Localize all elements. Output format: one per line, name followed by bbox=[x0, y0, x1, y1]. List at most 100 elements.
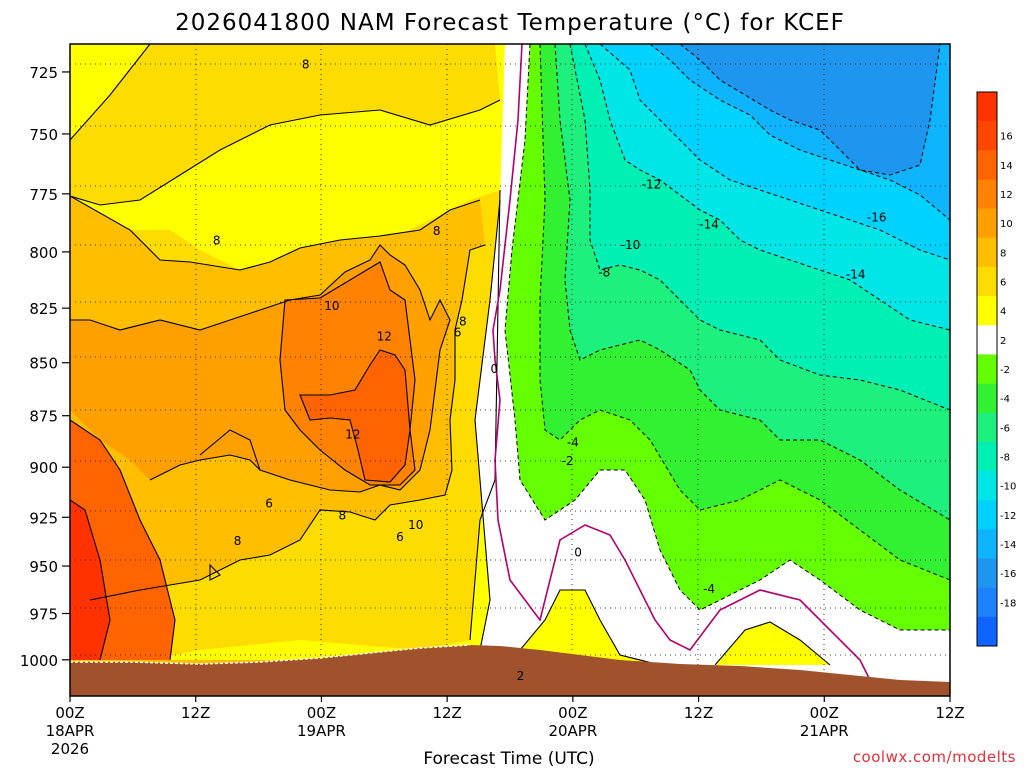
contour-label: -8 bbox=[598, 265, 610, 279]
colorbar-swatch bbox=[977, 500, 997, 530]
grid bbox=[70, 44, 950, 696]
colorbar-label: 6 bbox=[1000, 278, 1006, 289]
colorbar-label: -18 bbox=[1000, 598, 1016, 609]
colorbar-swatch bbox=[977, 121, 997, 151]
y-tick-label: 800 bbox=[29, 244, 58, 262]
contour-label: -4 bbox=[567, 436, 579, 450]
contour-label: 8 bbox=[339, 508, 347, 522]
colorbar-label: 4 bbox=[1000, 307, 1006, 318]
y-tick-label: 875 bbox=[29, 408, 58, 426]
band-low-yellow-2 bbox=[715, 622, 830, 665]
band-low-yellow-1 bbox=[520, 590, 660, 665]
x-tick-label: 00Z bbox=[55, 704, 84, 722]
band-near-zero bbox=[470, 44, 950, 696]
contour-label: 0 bbox=[490, 362, 498, 376]
colorbar-swatch bbox=[977, 325, 997, 355]
terrain-edge bbox=[70, 644, 471, 665]
x-tick-label: 00Z bbox=[307, 704, 336, 722]
colorbar-label: -16 bbox=[1000, 569, 1016, 580]
contour-label: -12 bbox=[642, 177, 662, 191]
y-tick-label: 775 bbox=[29, 186, 58, 204]
contour-label: -4 bbox=[703, 582, 715, 596]
contour-label: 8 bbox=[302, 57, 310, 71]
contour-label: 10 bbox=[408, 518, 423, 532]
colorbar-swatch bbox=[977, 471, 997, 501]
y-tick-label: 825 bbox=[29, 300, 58, 318]
contour-label: 8 bbox=[459, 314, 467, 328]
colorbar-frame bbox=[976, 91, 998, 647]
colorbar-label: 2 bbox=[1000, 336, 1006, 347]
y-tick-label: 750 bbox=[29, 126, 58, 144]
colorbar-label: -2 bbox=[1000, 365, 1010, 376]
contour-label: 6 bbox=[396, 530, 404, 544]
colorbar-swatch bbox=[977, 441, 997, 472]
colorbar-swatch bbox=[977, 208, 997, 239]
x-tick-label: 12Z bbox=[432, 704, 461, 722]
contour-label: 6 bbox=[265, 496, 273, 510]
x-tick-label: 12Z bbox=[181, 704, 210, 722]
contour-label: 8 bbox=[213, 233, 221, 247]
colorbar-label: 8 bbox=[1000, 248, 1006, 259]
y-tick-label: 900 bbox=[29, 459, 58, 477]
colorbar-swatch bbox=[977, 558, 997, 588]
contour-labels: 88810121286068106820-2-4-12-14-10-8-16-1… bbox=[213, 57, 887, 683]
y-tick-label: 975 bbox=[29, 606, 58, 624]
contour-label: -14 bbox=[699, 217, 719, 231]
x-date-label: 21APR bbox=[800, 722, 849, 740]
colorbar-swatch bbox=[977, 412, 997, 443]
colorbar-swatch bbox=[977, 587, 997, 618]
colorbar-label: -6 bbox=[1000, 423, 1010, 434]
colorbar-label: -12 bbox=[1000, 511, 1016, 522]
colorbar-label: -8 bbox=[1000, 452, 1010, 463]
colorbar-label: -4 bbox=[1000, 394, 1010, 405]
contour-label: 8 bbox=[234, 534, 242, 548]
contour-label: -16 bbox=[867, 210, 887, 224]
contour-label: 10 bbox=[324, 299, 339, 313]
colorbar-swatch bbox=[977, 529, 997, 559]
y-axis: 725 750 775 800 825 850 875 900 925 950 975 1000 bbox=[20, 64, 70, 670]
x-year-label: 2026 bbox=[51, 740, 89, 758]
x-date-label: 18APR bbox=[46, 722, 95, 740]
colorbar-swatch bbox=[977, 383, 997, 414]
temperature-field bbox=[70, 44, 950, 696]
plot-frame bbox=[69, 43, 951, 697]
contour-label: 6 bbox=[454, 325, 462, 339]
colorbar-swatch bbox=[977, 92, 997, 122]
x-tick-label: 12Z bbox=[684, 704, 713, 722]
chart-title: 2026041800 NAM Forecast Temperature (°C)… bbox=[175, 10, 845, 36]
x-axis-title: Forecast Time (UTC) bbox=[423, 749, 594, 768]
band-m16 bbox=[680, 44, 940, 175]
band-14 bbox=[300, 350, 410, 482]
y-tick-label: 850 bbox=[29, 355, 58, 373]
x-tick-label: 12Z bbox=[935, 704, 964, 722]
contour-label: 0 bbox=[574, 546, 582, 560]
colorbar-swatch bbox=[977, 237, 997, 268]
x-date-label: 20APR bbox=[548, 722, 597, 740]
colorbar-swatch bbox=[977, 354, 997, 384]
colorbar-swatch bbox=[977, 179, 997, 209]
y-tick-label: 950 bbox=[29, 558, 58, 576]
band-18-left bbox=[70, 500, 110, 660]
y-tick-label: 925 bbox=[29, 509, 58, 527]
x-date-label: 19APR bbox=[297, 722, 346, 740]
contour-label: 8 bbox=[433, 224, 441, 238]
contour-label: 12 bbox=[345, 427, 360, 441]
x-tick-label: 00Z bbox=[810, 704, 839, 722]
contour-label: -14 bbox=[846, 268, 866, 282]
colorbar-label: -14 bbox=[1000, 540, 1016, 551]
colorbar-legend: 16 14 12 10 8 6 4 2 -2 -4 -6 -8 -10 -12 -14 -16 -18 bbox=[976, 91, 1016, 647]
terrain bbox=[70, 645, 950, 696]
colorbar-swatch bbox=[977, 150, 997, 180]
contour-label: 12 bbox=[377, 330, 392, 344]
contour-label: 2 bbox=[517, 669, 525, 683]
contour-label: -10 bbox=[621, 238, 641, 252]
colorbar-label: 12 bbox=[1000, 190, 1013, 201]
contour-label: -2 bbox=[562, 454, 574, 468]
colorbar-label: -10 bbox=[1000, 482, 1016, 493]
x-tick-label: 00Z bbox=[558, 704, 587, 722]
zero-isotherm bbox=[492, 44, 871, 681]
y-tick-label: 1000 bbox=[20, 652, 58, 670]
credit-text: coolwx.com/modelts bbox=[853, 748, 1016, 766]
colorbar-label: 14 bbox=[1000, 161, 1013, 172]
